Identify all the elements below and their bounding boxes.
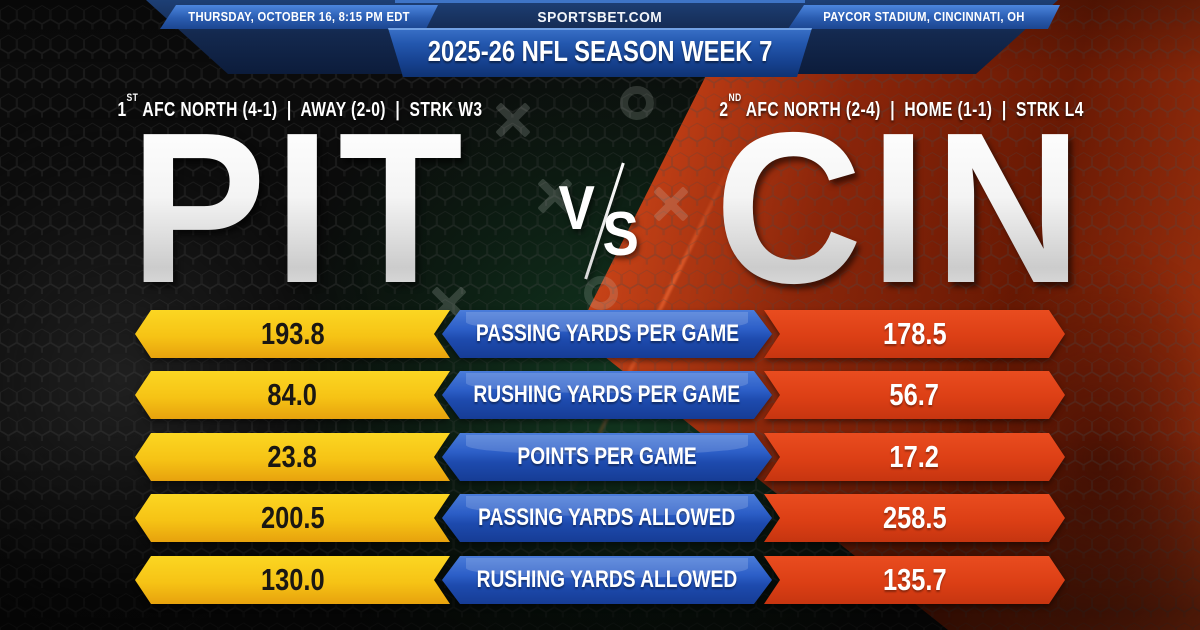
vs-letter-v: V [558,174,595,243]
page-title: 2025-26 NFL SEASON WEEK 7 [427,36,773,68]
stat-label: PASSING YARDS ALLOWED [442,494,772,542]
stat-row: 200.5 PASSING YARDS ALLOWED 258.5 [135,494,1065,542]
away-stat-value: 193.8 [135,310,450,358]
home-record-text: AFC NORTH (2-4) | HOME (1-1) | STRK L4 [742,99,1084,121]
stat-label: PASSING YARDS PER GAME [442,310,772,358]
venue-label: PAYCOR STADIUM, CINCINNATI, OH [823,10,1025,24]
away-rank: 1 [117,99,127,121]
site-wordmark-label: SPORTSBET.COM [537,8,663,26]
game-date-band: THURSDAY, OCTOBER 16, 8:15 PM EDT [160,5,438,29]
stat-row: 23.8 POINTS PER GAME 17.2 [135,433,1065,481]
game-date-label: THURSDAY, OCTOBER 16, 8:15 PM EDT [188,10,410,24]
home-stat-value: 258.5 [764,494,1065,542]
site-wordmark: SPORTSBET.COM [400,6,800,28]
home-team-record: 2ND AFC NORTH (2-4) | HOME (1-1) | STRK … [632,92,1172,122]
home-stat-value: 56.7 [764,371,1065,419]
header-top-highlight [395,0,805,3]
home-rank: 2 [720,99,729,121]
away-stat-value: 200.5 [135,494,450,542]
home-rank-suffix: ND [728,92,743,105]
away-stat-value: 84.0 [135,371,450,419]
stat-row: 193.8 PASSING YARDS PER GAME 178.5 [135,310,1065,358]
title-banner: 2025-26 NFL SEASON WEEK 7 [388,28,812,77]
stat-label: POINTS PER GAME [442,433,772,481]
stat-row: 84.0 RUSHING YARDS PER GAME 56.7 [135,371,1065,419]
home-team-abbr: CIN [714,87,1090,328]
stat-label: RUSHING YARDS ALLOWED [442,556,772,604]
away-stat-value: 130.0 [135,556,450,604]
away-rank-suffix: ST [126,92,139,105]
away-stat-value: 23.8 [135,433,450,481]
stat-row: 130.0 RUSHING YARDS ALLOWED 135.7 [135,556,1065,604]
away-record-text: AFC NORTH (4-1) | AWAY (2-0) | STRK W3 [138,99,482,121]
home-stat-value: 178.5 [764,310,1065,358]
home-stat-value: 135.7 [764,556,1065,604]
away-team-abbr: PIT [129,87,471,328]
away-team-record: 1ST AFC NORTH (4-1) | AWAY (2-0) | STRK … [30,92,570,122]
vs-letter-s: S [602,200,639,269]
home-stat-value: 17.2 [764,433,1065,481]
venue-band: PAYCOR STADIUM, CINCINNATI, OH [788,5,1060,29]
stat-label: RUSHING YARDS PER GAME [442,371,772,419]
vs-mark: V S [556,162,648,280]
